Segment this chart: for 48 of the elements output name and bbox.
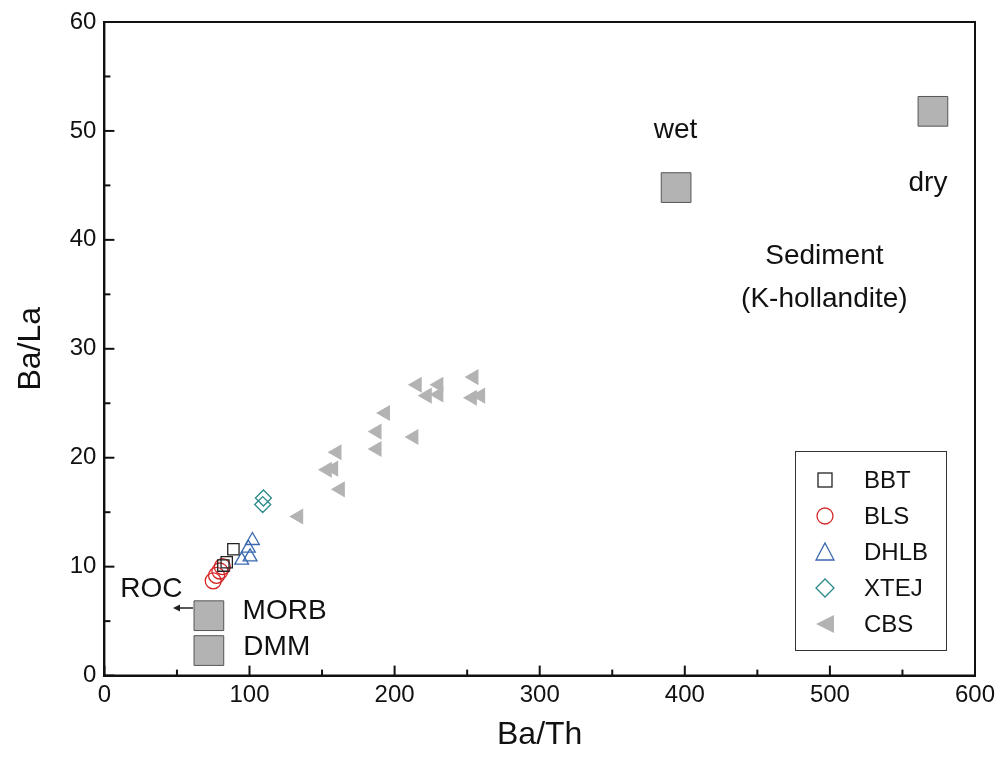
y-tick-label: 20 <box>69 442 97 470</box>
point <box>242 548 258 562</box>
y-tick-label: 0 <box>83 660 97 688</box>
point <box>430 386 444 403</box>
point <box>418 388 432 404</box>
y-tick-label: 30 <box>69 333 97 361</box>
point <box>207 566 226 585</box>
x-tick-label: 200 <box>374 680 415 708</box>
legend-label: CBS <box>864 609 914 638</box>
y-tick-label: 50 <box>69 115 97 143</box>
annotation: MORB <box>242 594 327 626</box>
y-tick-label: 40 <box>69 224 97 252</box>
point <box>254 495 272 514</box>
y-axis-title: Ba/La <box>11 306 48 391</box>
point <box>289 508 304 525</box>
point <box>405 429 419 445</box>
point <box>408 377 422 393</box>
point <box>254 489 273 507</box>
annotation: dry <box>908 165 948 197</box>
annotation: wet <box>652 112 698 144</box>
point <box>368 441 382 457</box>
y-tick-label: 60 <box>69 6 97 34</box>
point <box>204 572 222 590</box>
point <box>220 556 234 569</box>
point <box>376 405 390 421</box>
x-tick-label: 100 <box>229 680 270 708</box>
point <box>211 562 229 580</box>
point <box>193 635 225 666</box>
x-axis-title: Ba/Th <box>497 714 583 751</box>
point <box>465 369 479 385</box>
x-tick-label: 500 <box>809 680 850 708</box>
y-tick-label: 10 <box>69 551 97 579</box>
point <box>227 542 240 556</box>
annotation: (K-hollandite) <box>741 282 908 314</box>
legend-label: BBT <box>864 465 911 494</box>
annotation: ROC <box>120 572 183 604</box>
point <box>328 444 342 460</box>
legend-label: BLS <box>864 501 910 530</box>
x-tick-label: 600 <box>954 680 996 708</box>
x-tick-label: 400 <box>664 680 705 708</box>
legend-label: DHLB <box>864 537 929 566</box>
legend-label: XTEJ <box>864 573 923 602</box>
annotation: DMM <box>243 629 311 661</box>
point <box>193 600 225 632</box>
point <box>368 424 382 440</box>
x-tick-label: 300 <box>519 680 560 708</box>
point <box>331 481 345 497</box>
annotation: Sediment <box>765 239 884 271</box>
